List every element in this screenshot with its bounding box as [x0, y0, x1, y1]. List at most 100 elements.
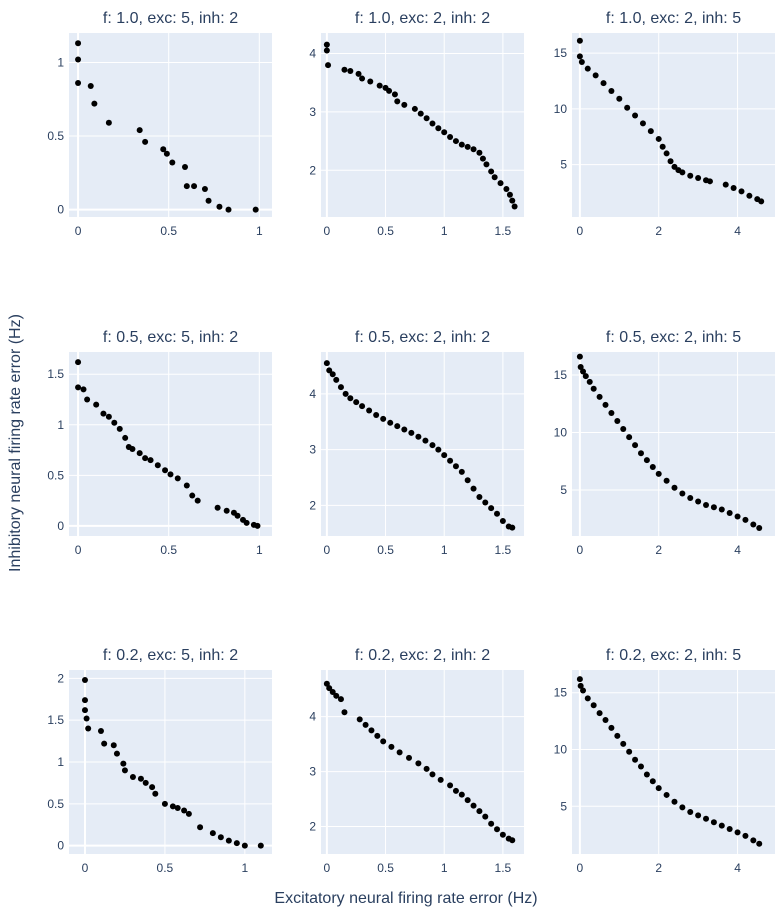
data-point: [503, 185, 510, 192]
data-point: [576, 353, 583, 360]
data-point: [626, 434, 633, 441]
data-point: [356, 716, 363, 723]
data-point: [497, 180, 504, 187]
data-point: [687, 808, 694, 815]
data-point: [750, 521, 757, 528]
data-point: [637, 763, 644, 770]
data-point: [452, 463, 459, 470]
data-point: [137, 775, 144, 782]
data-point: [695, 174, 702, 181]
subplot-title: f: 0.5, exc: 2, inh: 2: [355, 329, 490, 346]
subplot-title: f: 1.0, exc: 5, inh: 2: [103, 10, 238, 27]
data-point: [643, 771, 650, 778]
data-point: [185, 810, 192, 817]
data-point: [580, 368, 587, 375]
data-point: [75, 80, 82, 87]
data-point: [586, 378, 593, 385]
data-point: [703, 815, 710, 822]
data-point: [401, 426, 408, 433]
y-tick-label: 0: [57, 839, 64, 853]
data-point: [655, 785, 662, 792]
data-point: [367, 78, 374, 85]
data-point: [488, 820, 495, 827]
data-point: [154, 462, 161, 469]
data-point: [614, 732, 621, 739]
x-tick-label: 0.5: [160, 543, 177, 557]
data-point: [209, 830, 216, 837]
data-point: [167, 471, 174, 478]
data-point: [387, 419, 394, 426]
data-point: [75, 40, 82, 47]
data-point: [482, 813, 489, 820]
subplot-title: f: 0.2, exc: 2, inh: 5: [606, 647, 741, 664]
data-point: [417, 110, 424, 117]
x-tick-label: 0: [75, 224, 82, 238]
data-point: [479, 155, 486, 162]
data-point: [647, 128, 654, 135]
data-point: [80, 386, 87, 393]
data-point: [437, 776, 444, 783]
data-point: [169, 159, 176, 166]
data-point: [234, 512, 241, 519]
data-point: [506, 191, 513, 198]
data-point: [342, 390, 349, 397]
subplot-5: 0 0.5 1 1.5 2 3 4 f: 0.5, exc: 2, inh: 2: [309, 329, 524, 557]
data-point: [91, 100, 98, 107]
y-tick-label: 2: [309, 820, 316, 834]
subplot-6: 0 2 4 5 10 15 f: 0.5, exc: 2, inh: 5: [554, 329, 775, 557]
data-point: [441, 452, 448, 459]
data-point: [81, 707, 88, 714]
x-tick-label: 0.5: [377, 224, 394, 238]
data-point: [396, 749, 403, 756]
data-point: [488, 168, 495, 175]
data-point: [75, 384, 82, 391]
data-point: [197, 824, 204, 831]
data-point: [458, 791, 465, 798]
x-tick-label: 0: [577, 543, 584, 557]
y-tick-label: 10: [554, 426, 568, 440]
data-point: [584, 695, 591, 702]
data-point: [368, 727, 375, 734]
data-point: [386, 87, 393, 94]
y-tick-label: 1: [57, 55, 64, 69]
data-point: [325, 62, 332, 69]
data-point: [380, 415, 387, 422]
x-tick-label: 0.5: [160, 224, 177, 238]
data-point: [194, 497, 201, 504]
data-point: [149, 784, 156, 791]
data-point: [590, 385, 597, 392]
data-point: [233, 840, 240, 847]
subplot-title: f: 0.2, exc: 5, inh: 2: [103, 647, 238, 664]
data-point: [183, 183, 190, 190]
data-point: [341, 66, 348, 73]
y-tick-label: 1: [57, 418, 64, 432]
data-point: [323, 41, 330, 48]
data-point: [408, 429, 415, 436]
data-point: [624, 104, 631, 111]
data-point: [671, 484, 678, 491]
data-point: [576, 676, 583, 683]
data-point: [323, 360, 330, 367]
data-point: [671, 798, 678, 805]
y-tick-label: 10: [554, 743, 568, 757]
x-tick-label: 1.5: [495, 543, 512, 557]
data-point: [374, 732, 381, 739]
data-point: [726, 826, 733, 833]
data-point: [703, 501, 710, 508]
data-point: [423, 765, 430, 772]
y-tick-label: 5: [560, 799, 567, 813]
data-point: [663, 150, 670, 157]
y-tick-label: 2: [57, 671, 64, 685]
data-point: [679, 490, 686, 497]
data-point: [366, 407, 373, 414]
y-tick-label: 2: [309, 498, 316, 512]
data-point: [667, 158, 674, 165]
data-point: [182, 163, 188, 170]
data-point: [632, 442, 639, 449]
subplot-title: f: 0.2, exc: 2, inh: 2: [355, 647, 490, 664]
y-tick-label: 15: [554, 686, 568, 700]
data-point: [695, 812, 702, 819]
data-point: [695, 498, 702, 505]
data-point: [252, 206, 259, 213]
data-point: [341, 709, 348, 716]
